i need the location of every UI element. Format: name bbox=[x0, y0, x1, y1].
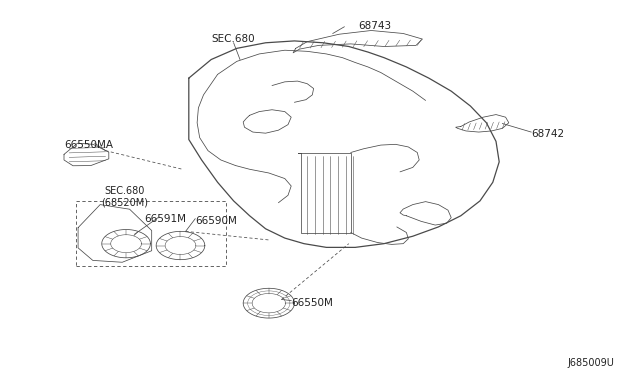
Text: J685009U: J685009U bbox=[568, 358, 614, 368]
Text: 66590M: 66590M bbox=[195, 217, 237, 226]
Text: 66550M: 66550M bbox=[291, 298, 333, 308]
Text: 68742: 68742 bbox=[531, 129, 564, 139]
Text: 66591M: 66591M bbox=[144, 215, 186, 224]
Text: 66550MA: 66550MA bbox=[64, 140, 113, 150]
Text: SEC.680
(68520M): SEC.680 (68520M) bbox=[101, 186, 148, 208]
Text: 68743: 68743 bbox=[358, 21, 392, 31]
Text: SEC.680: SEC.680 bbox=[212, 34, 255, 44]
